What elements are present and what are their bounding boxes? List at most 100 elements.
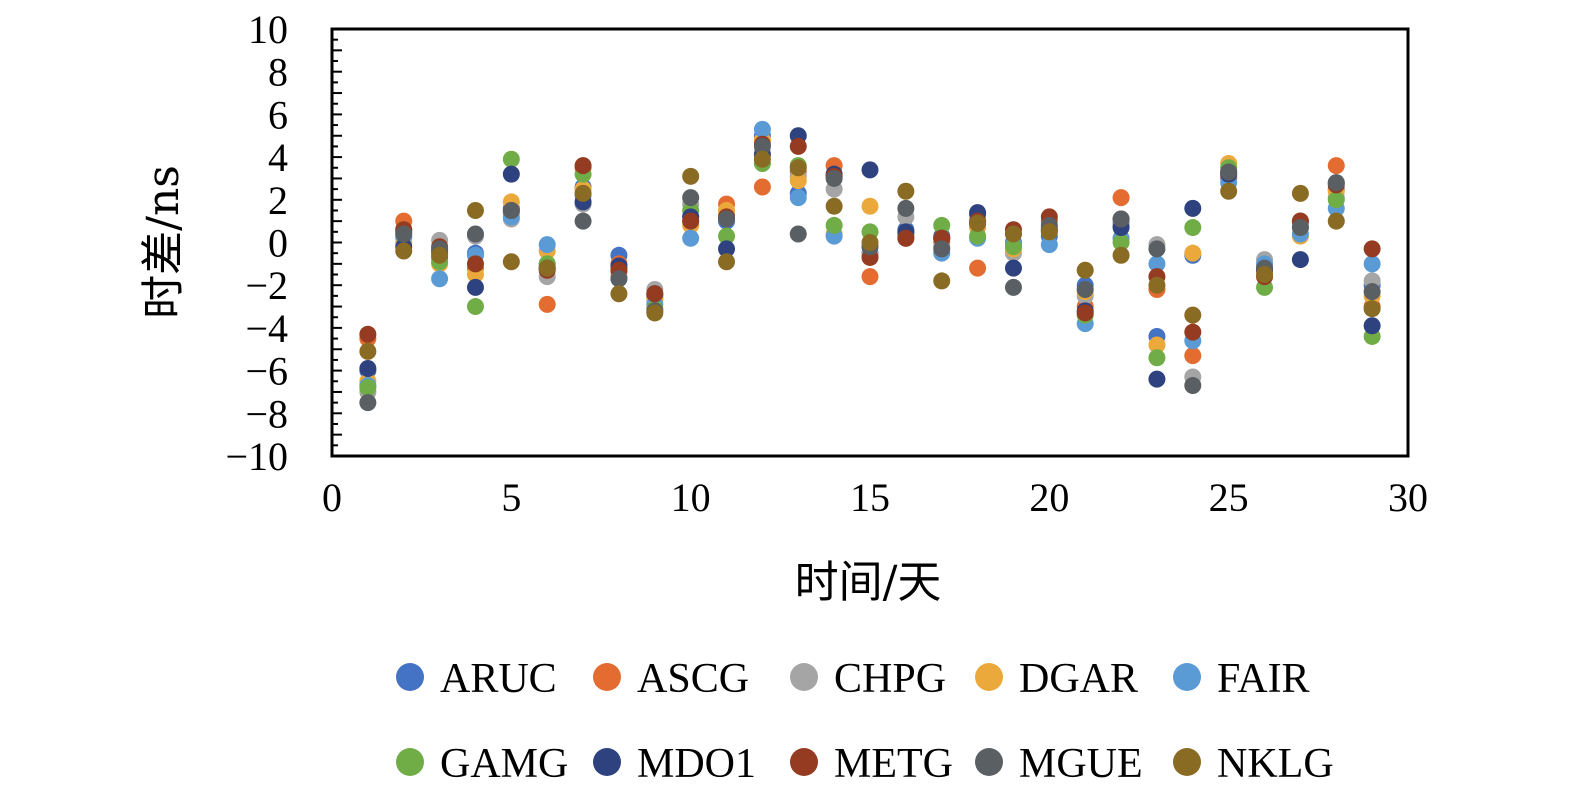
- legend-marker-mdo1: [593, 748, 621, 776]
- point-ascg: [753, 178, 771, 196]
- point-nklg: [718, 253, 736, 271]
- point-fair: [753, 120, 771, 138]
- point-nklg: [825, 197, 843, 215]
- point-gamg: [825, 216, 843, 234]
- point-mdo1: [1291, 251, 1309, 269]
- point-ascg: [538, 295, 556, 313]
- point-nklg: [753, 150, 771, 168]
- point-mgue: [933, 240, 951, 258]
- point-nklg: [1076, 261, 1094, 279]
- point-mgue: [1184, 377, 1202, 395]
- point-mgue: [1076, 280, 1094, 298]
- y-tick-label: 0: [268, 221, 288, 266]
- point-metg: [1363, 240, 1381, 258]
- y-tick-label: 2: [268, 178, 288, 223]
- point-ascg: [969, 259, 987, 277]
- point-mdo1: [861, 161, 879, 179]
- point-gamg: [1184, 219, 1202, 237]
- y-axis-title: 时差/ns: [138, 165, 189, 319]
- point-fair: [431, 270, 449, 288]
- point-mdo1: [1148, 370, 1166, 388]
- point-gamg: [1327, 191, 1345, 209]
- point-fair: [789, 189, 807, 207]
- point-mgue: [1220, 163, 1238, 181]
- x-axis-title: 时间/天: [795, 557, 942, 608]
- point-nklg: [574, 184, 592, 202]
- point-fair: [1363, 255, 1381, 273]
- point-gamg: [718, 227, 736, 245]
- legend-marker-nklg: [1173, 748, 1201, 776]
- point-nklg: [1256, 266, 1274, 284]
- legend-label-ascg: ASCG: [637, 656, 749, 702]
- point-nklg: [466, 201, 484, 219]
- point-nklg: [1291, 184, 1309, 202]
- point-dgar: [1148, 336, 1166, 354]
- point-ascg: [861, 268, 879, 286]
- point-nklg: [1363, 300, 1381, 318]
- point-mgue: [682, 189, 700, 207]
- y-tick-label: 10: [248, 7, 288, 52]
- point-dgar: [861, 197, 879, 215]
- point-metg: [466, 255, 484, 273]
- y-tick-label: 6: [268, 92, 288, 137]
- legend-label-aruc: ARUC: [440, 656, 557, 702]
- legend-label-metg: METG: [834, 741, 953, 787]
- data-points: [359, 120, 1381, 412]
- legend-label-mdo1: MDO1: [637, 741, 756, 787]
- point-gamg: [933, 216, 951, 234]
- point-mdo1: [466, 278, 484, 296]
- legend-label-fair: FAIR: [1217, 656, 1310, 702]
- point-nklg: [538, 259, 556, 277]
- point-nklg: [1148, 276, 1166, 294]
- x-tick-label: 30: [1388, 475, 1428, 520]
- point-nklg: [395, 242, 413, 260]
- point-nklg: [646, 304, 664, 322]
- point-metg: [1184, 323, 1202, 341]
- point-nklg: [359, 342, 377, 360]
- x-tick-label: 0: [322, 475, 342, 520]
- point-mgue: [897, 199, 915, 217]
- legend-label-nklg: NKLG: [1217, 741, 1334, 787]
- point-mdo1: [718, 240, 736, 258]
- point-nklg: [1184, 306, 1202, 324]
- legend-marker-aruc: [396, 663, 424, 691]
- point-mgue: [1291, 219, 1309, 237]
- point-metg: [682, 212, 700, 230]
- point-nklg: [431, 246, 449, 264]
- point-nklg: [1327, 212, 1345, 230]
- point-mdo1: [1363, 317, 1381, 335]
- point-fair: [1148, 255, 1166, 273]
- point-mgue: [825, 169, 843, 187]
- legend-marker-fair: [1173, 663, 1201, 691]
- point-gamg: [502, 150, 520, 168]
- point-mdo1: [1004, 259, 1022, 277]
- point-gamg: [1148, 349, 1166, 367]
- legend-marker-gamg: [396, 748, 424, 776]
- point-nklg: [897, 182, 915, 200]
- point-fair: [538, 236, 556, 254]
- point-nklg: [1040, 223, 1058, 241]
- x-tick-label: 20: [1029, 475, 1069, 520]
- point-nklg: [682, 167, 700, 185]
- x-tick-label: 10: [671, 475, 711, 520]
- point-mgue: [1112, 210, 1130, 228]
- point-nklg: [1220, 182, 1238, 200]
- point-mdo1: [1184, 199, 1202, 217]
- legend-label-dgar: DGAR: [1019, 656, 1138, 702]
- y-tick-label: 8: [268, 50, 288, 95]
- y-tick-label: −4: [245, 306, 288, 351]
- point-gamg: [1004, 238, 1022, 256]
- y-minor-ticks: [332, 28, 342, 457]
- legend-marker-metg: [790, 748, 818, 776]
- point-metg: [789, 137, 807, 155]
- point-mgue: [1148, 240, 1166, 258]
- point-gamg: [1112, 234, 1130, 251]
- point-metg: [574, 157, 592, 175]
- point-metg: [897, 229, 915, 247]
- y-tick-label: 4: [268, 135, 288, 180]
- y-tick-label: −10: [225, 434, 288, 479]
- point-mgue: [753, 137, 771, 155]
- point-mgue: [359, 394, 377, 412]
- point-metg: [359, 325, 377, 343]
- legend-label-chpg: CHPG: [834, 656, 946, 702]
